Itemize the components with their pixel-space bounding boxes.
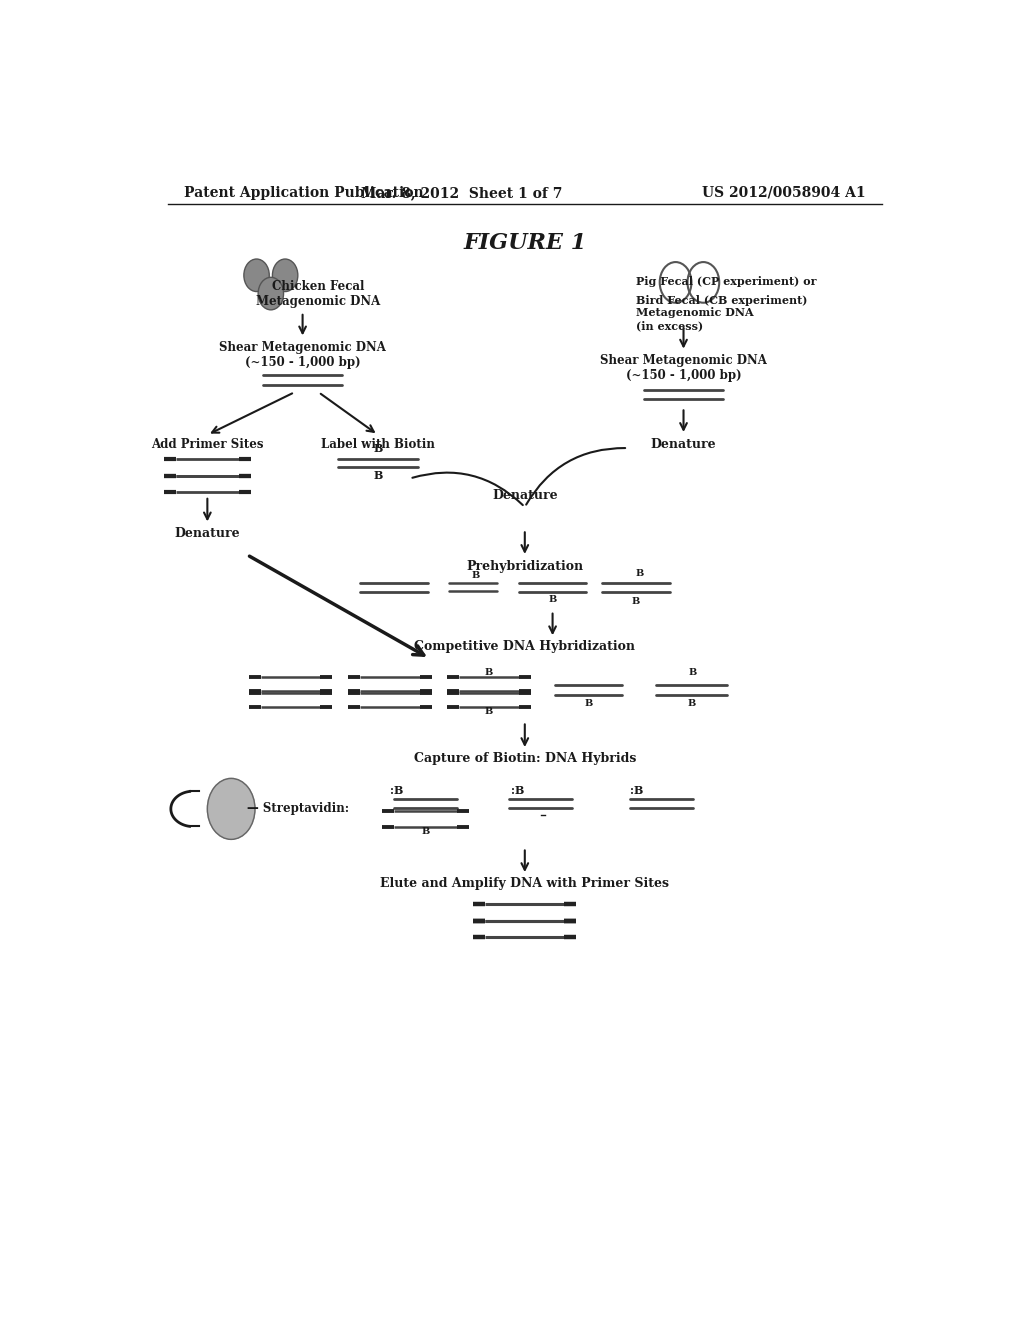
- Text: B: B: [549, 595, 557, 605]
- Text: Denature: Denature: [492, 488, 558, 502]
- Text: B: B: [485, 668, 494, 677]
- Text: Bird Fecal (CB experiment)
Metagenomic DNA
(in excess): Bird Fecal (CB experiment) Metagenomic D…: [636, 294, 807, 331]
- Text: FIGURE 1: FIGURE 1: [463, 231, 587, 253]
- Text: Competitive DNA Hybridization: Competitive DNA Hybridization: [415, 640, 635, 653]
- Text: B: B: [636, 569, 644, 578]
- Text: B: B: [422, 826, 430, 836]
- Text: B: B: [689, 668, 697, 677]
- Text: B: B: [374, 470, 383, 480]
- Text: :B: :B: [630, 785, 643, 796]
- Text: Shear Metagenomic DNA
(~150 - 1,000 bp): Shear Metagenomic DNA (~150 - 1,000 bp): [219, 342, 386, 370]
- Text: B: B: [632, 597, 640, 606]
- Text: Prehybridization: Prehybridization: [466, 560, 584, 573]
- Text: :B: :B: [511, 785, 524, 796]
- Circle shape: [244, 259, 269, 292]
- Text: Denature: Denature: [174, 528, 241, 540]
- Text: US 2012/0058904 A1: US 2012/0058904 A1: [702, 186, 866, 199]
- Text: Denature: Denature: [650, 438, 717, 451]
- Circle shape: [207, 779, 255, 840]
- Circle shape: [258, 277, 284, 310]
- Text: — Streptavidin:: — Streptavidin:: [247, 803, 349, 816]
- Text: B: B: [687, 698, 695, 708]
- Text: B: B: [584, 698, 593, 708]
- Text: Chicken Fecal
Metagenomic DNA: Chicken Fecal Metagenomic DNA: [256, 280, 381, 309]
- Text: Shear Metagenomic DNA
(~150 - 1,000 bp): Shear Metagenomic DNA (~150 - 1,000 bp): [600, 354, 767, 381]
- Text: Label with Biotin: Label with Biotin: [322, 438, 435, 451]
- Circle shape: [272, 259, 298, 292]
- Text: Mar. 8, 2012  Sheet 1 of 7: Mar. 8, 2012 Sheet 1 of 7: [360, 186, 562, 199]
- Text: Patent Application Publication: Patent Application Publication: [183, 186, 423, 199]
- Text: Add Primer Sites: Add Primer Sites: [152, 438, 263, 451]
- Text: Elute and Amplify DNA with Primer Sites: Elute and Amplify DNA with Primer Sites: [380, 876, 670, 890]
- Text: B: B: [471, 570, 479, 579]
- Text: B: B: [374, 442, 383, 454]
- Text: :B: :B: [390, 785, 403, 796]
- Text: B: B: [485, 706, 494, 715]
- Text: Capture of Biotin: DNA Hybrids: Capture of Biotin: DNA Hybrids: [414, 752, 636, 766]
- Text: Pig Fecal (CP experiment) or: Pig Fecal (CP experiment) or: [636, 276, 816, 288]
